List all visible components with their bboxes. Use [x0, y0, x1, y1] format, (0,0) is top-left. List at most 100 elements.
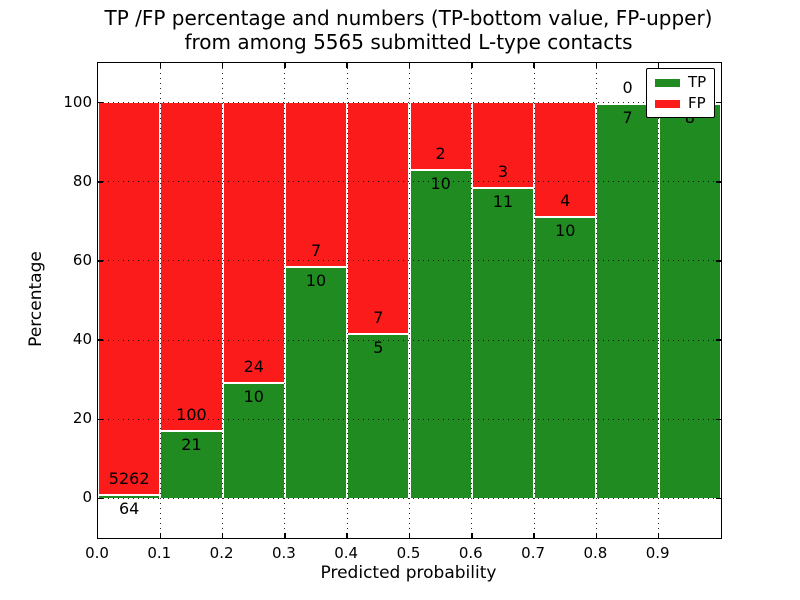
x-gridline	[533, 63, 535, 538]
y-tick-label: 80	[72, 171, 92, 190]
legend-entry-tp: TP	[655, 75, 706, 90]
tp-bar-segment	[597, 102, 658, 499]
tp-bar-segment	[161, 429, 222, 499]
x-tick-label: 0.9	[645, 544, 670, 562]
fp-legend-label: FP	[688, 94, 706, 112]
y-tick-left	[98, 260, 103, 262]
fp-count-label: 4	[560, 190, 571, 210]
tp-count-label: 5	[373, 338, 384, 358]
y-tick-label: 100	[63, 92, 92, 111]
fp-count-label: 2	[435, 143, 446, 163]
x-tick-top	[595, 63, 598, 68]
x-gridline	[346, 63, 348, 538]
y-tick-right	[716, 339, 721, 341]
x-axis-label: Predicted probability	[320, 563, 497, 583]
tp-bar-segment	[99, 493, 160, 499]
fp-bar-segment	[99, 102, 160, 494]
legend-entry-fp: FP	[655, 96, 706, 111]
tp-count-label: 10	[555, 220, 576, 240]
y-tick-right	[716, 101, 721, 104]
legend: TP FP	[646, 68, 716, 118]
fp-count-label: 100	[176, 404, 207, 424]
y-tick-label: 40	[72, 330, 92, 349]
x-tick-bottom	[408, 533, 411, 538]
x-tick-bottom	[221, 533, 224, 538]
x-tick-top	[408, 63, 411, 68]
x-gridline	[595, 63, 597, 538]
y-tick-right	[716, 418, 721, 420]
tp-count-label: 10	[243, 386, 264, 406]
tp-count-label: 7	[622, 107, 633, 127]
x-tick-label: 0.8	[583, 544, 608, 562]
x-tick-bottom	[533, 533, 535, 538]
y-tick-right	[716, 260, 721, 262]
x-tick-top	[284, 63, 286, 68]
y-tick-right	[716, 181, 721, 183]
y-tick-left	[98, 497, 103, 500]
chart-title-line2: from among 5565 submitted L-type contact…	[184, 30, 633, 54]
x-tick-label: 0.0	[85, 544, 109, 562]
x-tick-top	[533, 63, 535, 68]
tp-bar-segment	[348, 333, 409, 499]
y-tick-left	[98, 181, 103, 183]
x-tick-top	[346, 63, 348, 68]
fp-legend-swatch	[655, 99, 680, 108]
fp-count-label: 7	[373, 308, 384, 328]
fp-bar-segment	[223, 102, 284, 382]
x-tick-bottom	[284, 533, 286, 538]
fp-bar-segment	[535, 102, 596, 216]
tp-count-label: 64	[118, 498, 140, 518]
tp-bar-segment	[659, 102, 720, 499]
chart-title: TP /FP percentage and numbers (TP-bottom…	[97, 6, 720, 54]
x-tick-label: 0.3	[271, 544, 296, 562]
fp-bar-segment	[348, 102, 409, 334]
fp-bar-segment	[285, 102, 347, 266]
tp-count-label: 10	[430, 173, 451, 193]
x-tick-top	[159, 63, 162, 68]
y-tick-right	[716, 497, 721, 500]
fp-bar-segment	[410, 102, 471, 169]
x-tick-label: 0.1	[147, 544, 172, 562]
y-tick-label: 20	[72, 409, 92, 428]
x-tick-top	[657, 63, 660, 68]
fp-bar-segment	[161, 102, 222, 430]
x-tick-bottom	[159, 533, 162, 538]
tp-bar-segment	[285, 265, 347, 499]
y-tick-left	[98, 101, 103, 104]
tp-count-label: 10	[305, 270, 327, 290]
plot-area: TP FP 526264100212410710752103114100708	[97, 62, 722, 539]
fp-count-label: 24	[243, 356, 264, 376]
fp-count-label: 7	[310, 240, 322, 260]
x-gridline	[222, 63, 224, 538]
x-tick-label: 0.5	[396, 544, 421, 562]
x-tick-bottom	[346, 533, 348, 538]
fp-count-label: 3	[497, 162, 509, 182]
x-tick-label: 0.2	[209, 544, 234, 562]
x-tick-bottom	[657, 533, 660, 538]
x-gridline	[471, 63, 473, 538]
fp-bar-segment	[472, 102, 534, 188]
x-tick-label: 0.4	[334, 544, 359, 562]
x-gridline	[658, 63, 660, 538]
tp-legend-swatch	[655, 78, 680, 87]
fp-count-label: 5262	[108, 468, 150, 488]
tp-bar-segment	[223, 381, 284, 499]
x-tick-top	[221, 63, 224, 68]
x-gridline	[159, 63, 161, 538]
tp-bar-segment	[535, 215, 596, 499]
x-gridline	[284, 63, 286, 538]
tp-bar-segment	[410, 168, 471, 499]
y-tick-label: 0	[82, 488, 92, 507]
x-tick-bottom	[471, 533, 473, 538]
tp-count-label: 11	[492, 192, 514, 212]
x-tick-label: 0.7	[521, 544, 546, 562]
fp-count-label: 0	[622, 77, 633, 97]
x-tick-label: 0.6	[458, 544, 483, 562]
x-tick-top	[471, 63, 473, 68]
x-tick-bottom	[595, 533, 598, 538]
tp-count-label: 21	[181, 434, 202, 454]
tp-legend-label: TP	[688, 73, 707, 91]
x-gridline	[409, 63, 410, 538]
tp-bar-segment	[472, 187, 534, 499]
